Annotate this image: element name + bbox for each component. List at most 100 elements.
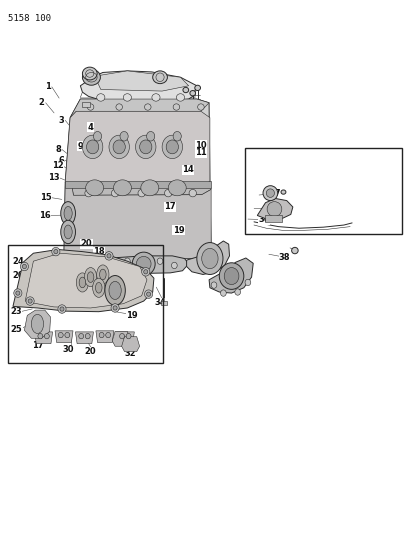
Ellipse shape — [113, 306, 117, 310]
Ellipse shape — [189, 189, 196, 197]
Ellipse shape — [266, 201, 281, 216]
Ellipse shape — [280, 190, 285, 194]
Ellipse shape — [105, 252, 113, 262]
Ellipse shape — [65, 333, 70, 338]
Ellipse shape — [92, 278, 105, 297]
Ellipse shape — [113, 180, 131, 196]
Ellipse shape — [220, 290, 226, 296]
Text: 33: 33 — [206, 254, 218, 262]
Text: 13: 13 — [48, 173, 59, 182]
Ellipse shape — [119, 334, 124, 339]
Polygon shape — [101, 256, 188, 273]
Text: 17: 17 — [32, 341, 44, 350]
Polygon shape — [112, 332, 130, 346]
Text: 35: 35 — [264, 204, 276, 213]
Ellipse shape — [85, 180, 103, 196]
Ellipse shape — [219, 263, 243, 289]
Polygon shape — [34, 332, 52, 344]
Text: 31: 31 — [119, 338, 131, 348]
Ellipse shape — [87, 104, 94, 110]
Ellipse shape — [26, 297, 34, 305]
Ellipse shape — [105, 276, 125, 305]
Text: 34: 34 — [154, 298, 166, 307]
Ellipse shape — [168, 180, 186, 196]
Text: 3: 3 — [58, 116, 64, 125]
Ellipse shape — [173, 104, 179, 110]
Polygon shape — [65, 99, 209, 188]
Ellipse shape — [99, 333, 104, 338]
Text: 6: 6 — [58, 156, 64, 165]
Ellipse shape — [152, 71, 167, 84]
Ellipse shape — [76, 273, 88, 292]
Text: 18: 18 — [93, 247, 104, 256]
Ellipse shape — [109, 281, 121, 300]
Ellipse shape — [234, 289, 240, 295]
Ellipse shape — [82, 69, 100, 85]
Ellipse shape — [28, 299, 32, 303]
Ellipse shape — [144, 104, 151, 110]
Ellipse shape — [111, 304, 119, 312]
Polygon shape — [209, 258, 253, 293]
Text: 38: 38 — [278, 254, 290, 262]
Polygon shape — [13, 249, 153, 312]
Polygon shape — [72, 181, 211, 195]
Ellipse shape — [173, 132, 181, 141]
Ellipse shape — [60, 307, 64, 311]
Ellipse shape — [189, 91, 195, 96]
Ellipse shape — [79, 277, 85, 288]
Polygon shape — [64, 182, 211, 259]
Ellipse shape — [110, 262, 116, 269]
Text: 37: 37 — [269, 189, 280, 198]
Ellipse shape — [139, 140, 151, 154]
Text: 30: 30 — [62, 345, 74, 354]
Text: 23: 23 — [10, 307, 22, 316]
Polygon shape — [75, 332, 93, 344]
Ellipse shape — [82, 135, 103, 159]
Ellipse shape — [265, 189, 274, 197]
Bar — [265, 215, 281, 222]
Text: 9: 9 — [77, 142, 83, 151]
Ellipse shape — [126, 334, 131, 339]
Text: 36: 36 — [258, 215, 270, 224]
Text: 2: 2 — [38, 98, 45, 107]
Ellipse shape — [171, 262, 177, 269]
Ellipse shape — [87, 272, 94, 282]
Ellipse shape — [245, 279, 250, 286]
Polygon shape — [70, 99, 209, 118]
Ellipse shape — [263, 185, 277, 200]
Ellipse shape — [113, 140, 125, 154]
Ellipse shape — [291, 247, 297, 254]
Text: 5158 100: 5158 100 — [8, 14, 51, 23]
Bar — [8, 245, 162, 364]
Polygon shape — [64, 181, 211, 259]
Bar — [65, 181, 210, 188]
Ellipse shape — [97, 265, 109, 284]
Ellipse shape — [135, 135, 155, 159]
Ellipse shape — [64, 225, 72, 239]
Ellipse shape — [105, 252, 113, 260]
Ellipse shape — [120, 132, 128, 141]
Ellipse shape — [176, 94, 184, 101]
Polygon shape — [80, 71, 196, 102]
Ellipse shape — [61, 201, 75, 225]
Ellipse shape — [166, 140, 178, 154]
Ellipse shape — [146, 292, 150, 296]
Bar — [245, 149, 401, 233]
Text: 20: 20 — [84, 347, 95, 356]
Polygon shape — [186, 241, 229, 274]
Text: 22: 22 — [106, 289, 117, 298]
Ellipse shape — [82, 67, 97, 80]
Text: 14: 14 — [182, 165, 193, 174]
Ellipse shape — [99, 269, 106, 280]
Text: 29: 29 — [99, 274, 110, 284]
Text: 20: 20 — [81, 239, 92, 248]
Ellipse shape — [79, 334, 83, 339]
Ellipse shape — [85, 189, 92, 197]
Polygon shape — [257, 198, 292, 220]
Polygon shape — [96, 331, 114, 343]
Ellipse shape — [22, 264, 26, 269]
Ellipse shape — [58, 305, 66, 313]
Text: 25: 25 — [10, 325, 22, 334]
Text: 17: 17 — [164, 203, 175, 212]
Text: 4: 4 — [88, 123, 93, 132]
